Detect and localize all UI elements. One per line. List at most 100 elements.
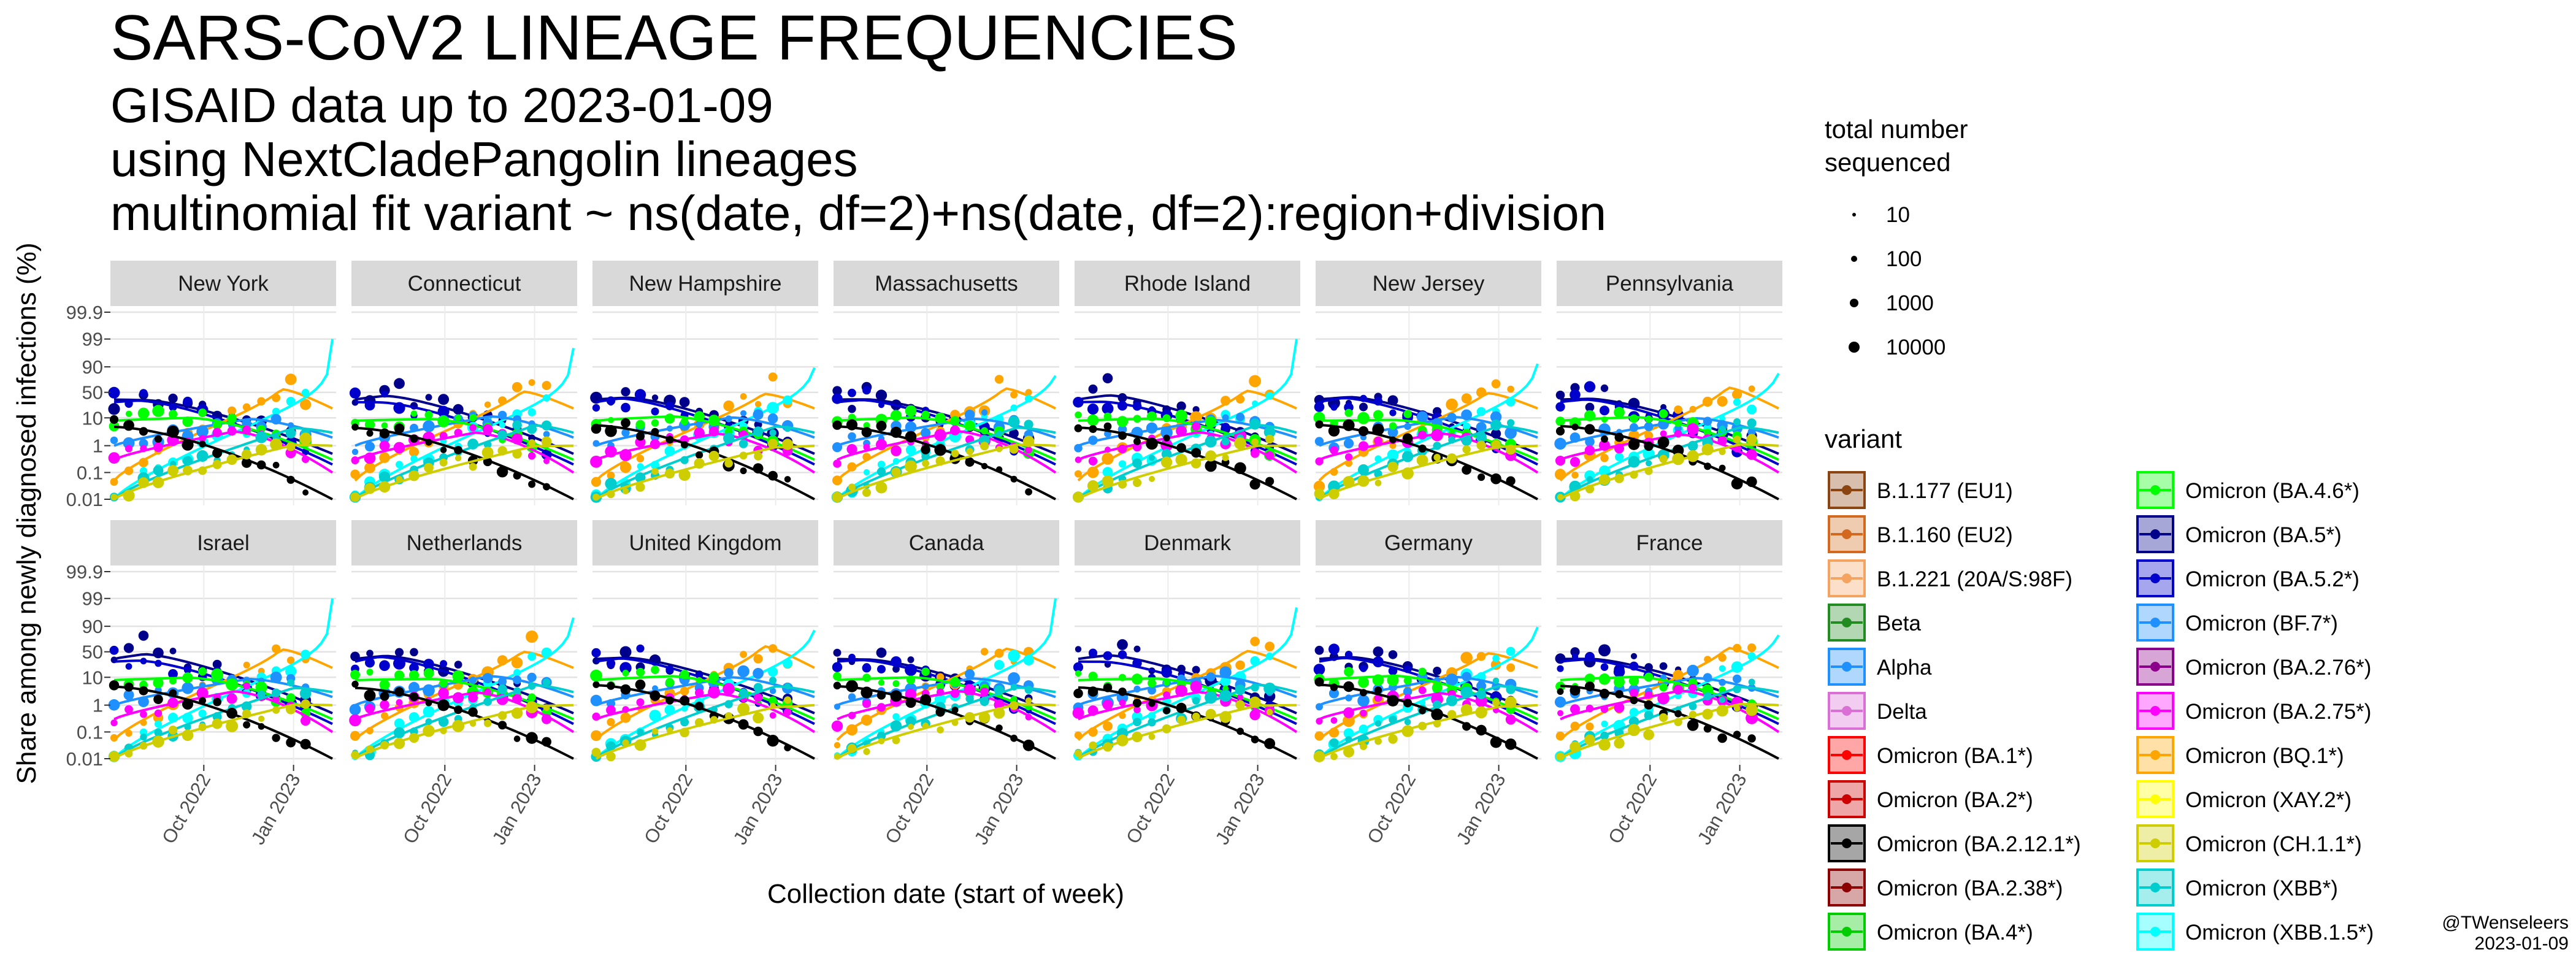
data-point	[349, 714, 361, 727]
data-point	[1630, 696, 1638, 705]
data-point	[169, 403, 177, 412]
data-point	[526, 631, 539, 643]
data-point	[138, 477, 149, 488]
data-point	[410, 423, 418, 432]
data-point	[1343, 746, 1354, 757]
trend-line	[113, 648, 333, 741]
data-point	[125, 399, 133, 408]
data-point	[1600, 731, 1609, 740]
data-point	[527, 424, 537, 434]
data-point	[1598, 644, 1611, 657]
data-point	[1600, 405, 1609, 416]
data-point	[437, 405, 450, 418]
data-point	[1219, 666, 1232, 678]
data-point	[620, 712, 631, 723]
data-point	[1557, 688, 1564, 695]
data-point	[1176, 401, 1186, 411]
y-tick-label: 50	[82, 382, 103, 404]
data-point	[1265, 434, 1275, 444]
data-point	[140, 710, 147, 718]
data-point	[301, 455, 310, 463]
data-point	[1571, 471, 1579, 479]
facet-strip	[592, 520, 818, 565]
data-point	[300, 399, 312, 410]
data-point	[454, 705, 462, 715]
data-point	[592, 681, 600, 688]
data-point	[1614, 443, 1624, 454]
data-point	[921, 452, 930, 461]
data-point	[1088, 727, 1098, 737]
data-point	[350, 492, 360, 502]
data-point	[622, 739, 629, 746]
trend-line	[355, 431, 575, 474]
chart-title: SARS-CoV2 LINEAGE FREQUENCIES	[110, 2, 1238, 74]
data-point	[469, 424, 477, 432]
trend-line	[113, 398, 333, 455]
data-point	[1557, 665, 1564, 672]
data-point	[1149, 406, 1155, 413]
facet-label: Germany	[1384, 531, 1473, 555]
data-point	[1462, 672, 1471, 681]
data-point	[123, 489, 135, 502]
data-point	[1073, 491, 1084, 503]
trend-line	[596, 675, 815, 721]
data-point	[1703, 416, 1712, 426]
data-point	[951, 719, 959, 726]
data-point	[1748, 678, 1755, 686]
data-point	[1024, 686, 1033, 694]
data-point	[935, 456, 945, 466]
data-point	[725, 712, 733, 719]
data-point	[1462, 422, 1471, 431]
data-point	[272, 696, 280, 703]
trend-line	[113, 598, 334, 760]
data-point	[1507, 419, 1515, 427]
data-point	[1103, 412, 1112, 421]
data-point	[832, 475, 842, 486]
data-point	[152, 477, 164, 488]
data-point	[680, 456, 689, 464]
data-point	[1102, 475, 1114, 488]
data-point	[620, 684, 631, 695]
facet-label: Connecticut	[408, 272, 521, 296]
data-point	[286, 656, 295, 664]
data-point	[454, 661, 462, 669]
data-point	[1075, 749, 1082, 757]
data-point	[184, 723, 191, 730]
data-point	[527, 408, 536, 416]
data-point	[862, 386, 871, 395]
data-point	[754, 693, 763, 702]
data-point	[512, 433, 523, 445]
facet-label: Israel	[197, 531, 250, 555]
data-point	[1490, 473, 1501, 485]
data-point	[1087, 686, 1098, 697]
data-point	[740, 467, 747, 475]
data-point	[1025, 488, 1032, 496]
data-point	[393, 657, 405, 670]
x-tick-label: Jan 2023	[247, 770, 305, 848]
data-point	[168, 726, 178, 735]
data-point	[1659, 683, 1668, 692]
data-point	[1659, 713, 1668, 723]
data-point	[527, 682, 536, 690]
data-point	[834, 742, 841, 749]
data-point	[152, 735, 164, 748]
data-point	[996, 430, 1003, 437]
data-point	[1374, 437, 1382, 445]
data-point	[1072, 707, 1084, 719]
data-point	[621, 387, 631, 397]
data-point	[380, 700, 389, 710]
data-point	[1177, 664, 1186, 673]
trend-line	[1077, 703, 1297, 760]
data-point	[753, 683, 763, 692]
data-point	[272, 461, 280, 469]
data-point	[1555, 456, 1566, 466]
data-point	[1132, 673, 1143, 685]
data-point	[1024, 420, 1033, 429]
data-point	[1717, 396, 1728, 407]
trend-line	[1318, 652, 1538, 741]
data-point	[1674, 424, 1682, 432]
trend-line	[354, 444, 574, 500]
data-point	[723, 432, 735, 444]
data-point	[892, 680, 900, 688]
data-point	[286, 442, 296, 451]
